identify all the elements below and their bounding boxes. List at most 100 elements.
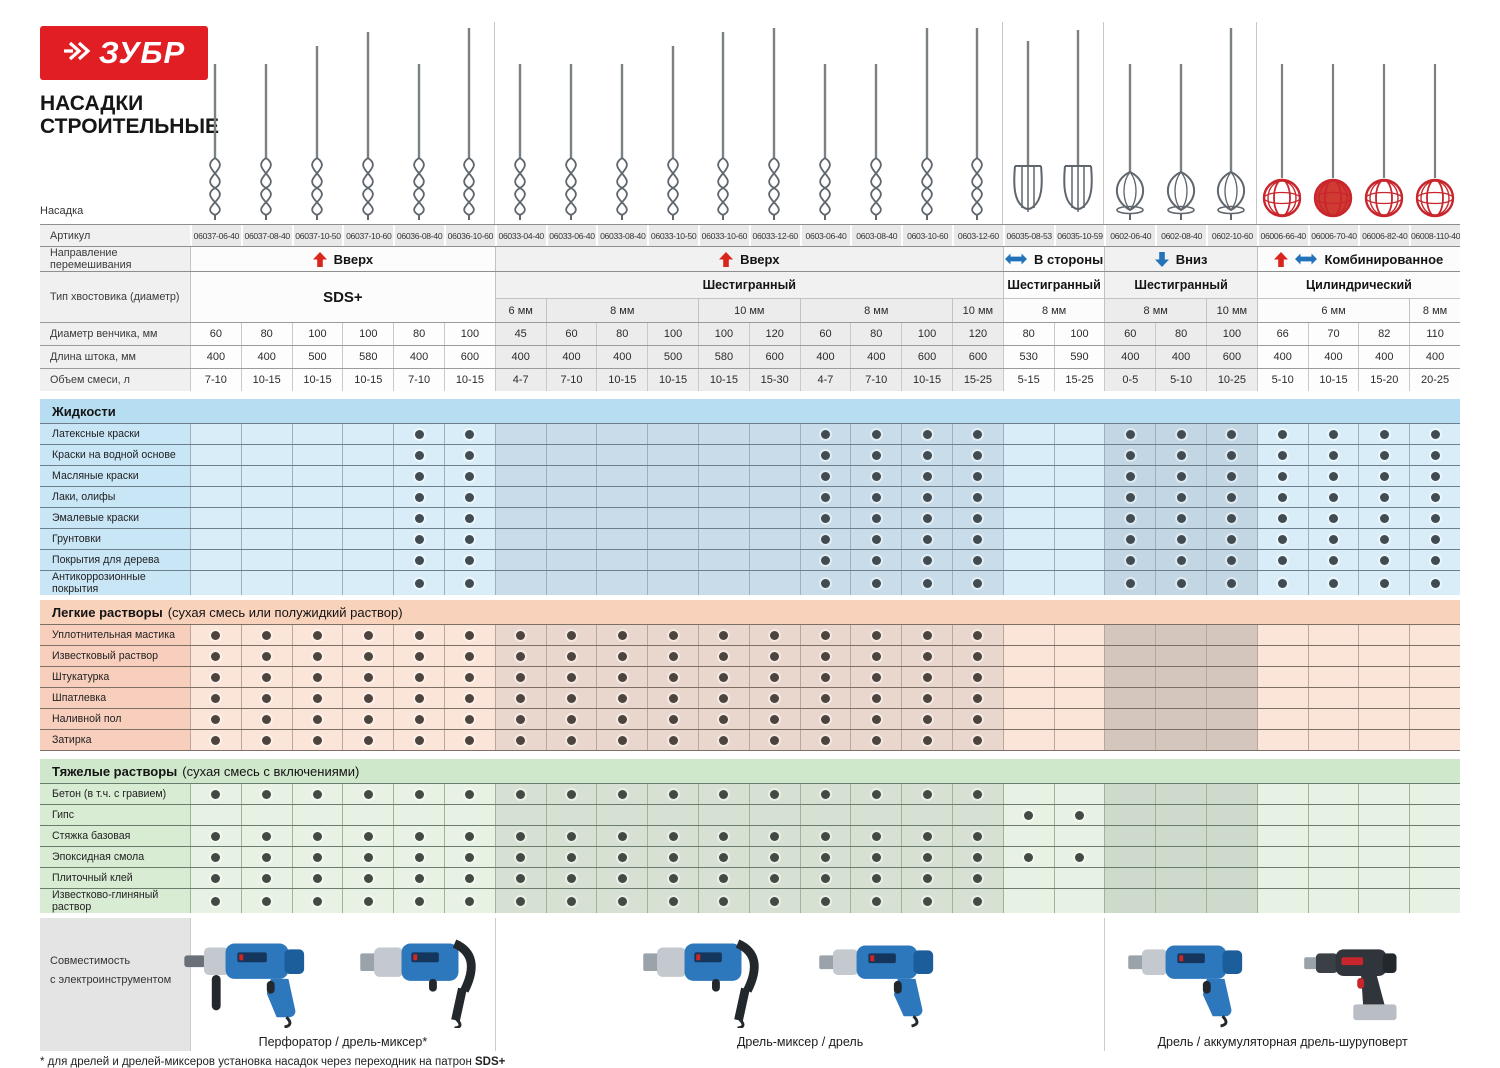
dot [922,693,932,703]
compat-cell [1002,466,1054,486]
compat-cell [697,667,749,687]
material-row: Покрытия для дерева [40,550,1460,571]
spec-cell: 10-25 [1205,369,1257,391]
compat-cell [697,826,749,846]
dot [871,735,881,745]
compat-cell [190,688,241,708]
spec-cell: 7-10 [393,369,444,391]
compat-cell [1205,487,1257,507]
material-row: Латексные краски [40,424,1460,445]
compat-cell [240,847,292,867]
dot [922,471,932,481]
dot [465,714,475,724]
dot [871,630,881,640]
compat-cell [850,508,902,528]
dot [922,789,932,799]
compat-cell [393,709,444,729]
direction-row: Направление перемешивания Вверх Вверх В ст… [40,246,1460,271]
dot [820,450,830,460]
dot [312,896,322,906]
compat-cell [1002,688,1054,708]
spec-cell: 580 [342,346,394,368]
compat-cell [901,868,952,888]
compat-cell [1256,646,1308,666]
compat-cell [850,868,902,888]
material-row: Известково-глиняный раствор [40,889,1460,913]
article-cell: 0603-12-60 [951,225,1003,246]
compat-cell [596,625,648,645]
compat-cell [799,667,851,687]
compat-cell [850,625,902,645]
compat-cell [1205,868,1257,888]
material-row: Штукатурка [40,667,1460,688]
compat-cell [647,424,698,444]
compat-cell [1155,625,1206,645]
compat-cell [1358,445,1410,465]
dot [1430,534,1440,544]
spec-cell: 4-7 [799,369,851,391]
compat-cell [240,529,292,549]
paddle-image-spiral [800,22,851,224]
spec-cell: 10-15 [596,369,648,391]
dot [211,852,221,862]
compat-cell [393,646,444,666]
dot [414,534,424,544]
direction-group: В стороны [1002,247,1105,271]
spec-cell: 5-10 [1256,369,1308,391]
dot [871,672,881,682]
dot [1430,450,1440,460]
spec-cell: 530 [1002,346,1054,368]
compat-cell [1002,826,1054,846]
compat-cell [647,571,698,595]
compat-cell [291,784,343,804]
compat-cell [1409,529,1460,549]
compat-cell [1205,646,1257,666]
dot [973,471,983,481]
dot [1024,852,1034,862]
compat-cell [443,868,495,888]
dot [1176,450,1186,460]
compat-cell [1409,868,1460,888]
compat-cell [291,847,343,867]
dot [973,789,983,799]
spec-cell: 80 [596,323,648,345]
compat-cell [951,784,1003,804]
compat-cell [951,646,1003,666]
dot [1227,450,1237,460]
compat-cell [545,826,597,846]
article-cell: 06008-110-40 [1409,225,1460,246]
compat-cell [342,730,394,750]
dot [312,630,322,640]
dot [211,831,221,841]
compat-cell [1358,826,1410,846]
article-cell: 0603-06-40 [799,225,851,246]
dot [465,492,475,502]
spec-cell: 400 [1104,346,1156,368]
dot [820,651,830,661]
compat-cell [443,571,495,595]
compat-cell [901,487,952,507]
compat-cell [1256,571,1308,595]
spec-cell: 400 [1155,346,1206,368]
compat-cell [342,625,394,645]
dot [820,429,830,439]
dot [211,735,221,745]
spec-cell: 100 [1205,323,1257,345]
compat-cell [494,466,546,486]
compat-cell [748,625,800,645]
spec-cell: 600 [748,346,800,368]
compat-cell [1358,424,1410,444]
compat-cell [1053,709,1105,729]
dot [973,534,983,544]
dot [516,873,526,883]
compat-cell [494,730,546,750]
compat-cell [697,847,749,867]
dot [262,651,272,661]
compat-cell [240,784,292,804]
dot [363,693,373,703]
compat-cell [697,424,749,444]
dot [414,450,424,460]
section-title: Жидкости [40,399,1460,424]
compat-cell [697,445,749,465]
